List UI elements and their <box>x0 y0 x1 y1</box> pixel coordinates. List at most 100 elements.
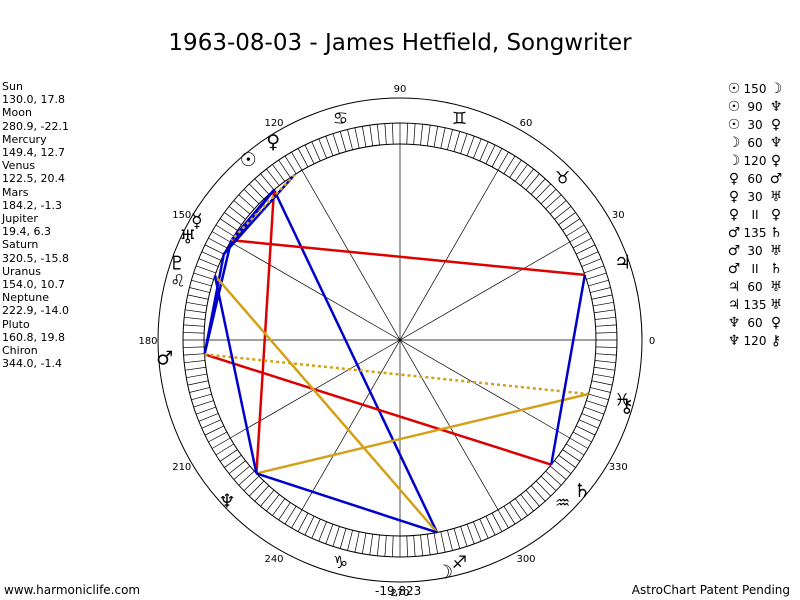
aspect-row: ♂ 135 ♄ <box>726 224 798 242</box>
angle-label: 300 <box>516 554 535 565</box>
angle-label: 180 <box>138 336 157 347</box>
planet-coords-sun: 130.0, 17.8 <box>2 93 65 107</box>
degree-tick <box>545 470 562 486</box>
aspect-row: ☽ 60 ♆ <box>726 134 798 152</box>
footer-website-link[interactable]: www.harmoniclife.com <box>4 583 141 597</box>
angle-label: 0 <box>649 336 655 347</box>
degree-tick <box>588 393 609 401</box>
aspect-planet-b-glyph: ♅ <box>769 189 783 205</box>
aspect-angle: 30 <box>747 244 763 258</box>
planet-marker-pluto: ♇ <box>169 252 186 274</box>
angle-label: 90 <box>394 84 407 95</box>
degree-tick <box>233 465 251 480</box>
degree-tick <box>311 518 321 539</box>
aspect-planet-a-glyph: ♀ <box>728 207 740 223</box>
degree-tick <box>497 509 509 529</box>
degree-tick <box>549 465 567 480</box>
degree-tick <box>266 494 280 512</box>
aspect-row: ♂ II ♄ <box>726 260 798 278</box>
degree-tick <box>485 144 496 164</box>
degree-tick <box>284 155 297 174</box>
degree-tick <box>376 124 380 146</box>
degree-tick <box>198 258 219 267</box>
aspect-planet-a-glyph: ☉ <box>727 117 741 133</box>
aspect-row: ♃ 135 ♅ <box>726 296 798 314</box>
planet-marker-mars: ♂ <box>156 347 173 369</box>
degree-tick <box>189 387 210 393</box>
degree-tick <box>503 506 516 525</box>
degree-tick <box>186 373 208 379</box>
degree-tick <box>219 449 238 462</box>
planet-marker-venus: ♀ <box>266 131 280 153</box>
planet-marker-uranus: ♅ <box>179 227 196 249</box>
degree-tick <box>304 516 315 536</box>
degree-tick <box>592 373 614 379</box>
degree-tick <box>433 532 439 554</box>
footer-credit: AstroChart Patent Pending <box>631 583 790 597</box>
angle-label: 240 <box>264 554 283 565</box>
degree-tick <box>562 449 581 462</box>
degree-tick <box>466 135 475 156</box>
planet-name-mercury: Mercury <box>2 132 47 146</box>
degree-tick <box>535 480 551 497</box>
degree-tick <box>187 380 209 386</box>
degree-tick <box>594 360 616 364</box>
aspect-row: ☽ 120 ♀ <box>726 152 798 170</box>
degree-tick <box>535 183 551 200</box>
degree-tick <box>311 141 321 162</box>
sign-glyph: ♉ <box>555 168 570 188</box>
aspect-angle: 60 <box>747 172 763 186</box>
degree-tick <box>384 123 387 145</box>
degree-tick <box>514 498 528 516</box>
degree-tick <box>584 406 605 415</box>
degree-tick <box>193 400 214 408</box>
aspect-angle: 135 <box>743 298 767 312</box>
aspect-line <box>204 353 552 466</box>
degree-tick <box>572 431 592 443</box>
degree-tick <box>369 125 374 146</box>
degree-tick <box>447 530 453 551</box>
degree-tick <box>525 173 540 191</box>
degree-tick <box>497 151 509 171</box>
degree-tick <box>549 200 567 215</box>
aspect-angle: 60 <box>747 280 763 294</box>
degree-tick <box>361 126 367 148</box>
aspect-angle: 120 <box>743 154 767 168</box>
aspect-line <box>256 472 438 534</box>
aspect-planet-a-glyph: ♂ <box>727 225 741 241</box>
degree-tick <box>354 531 360 553</box>
degree-tick <box>594 366 615 371</box>
degree-tick <box>291 509 303 529</box>
degree-tick <box>406 535 408 557</box>
planet-name-pluto: Pluto <box>2 317 30 331</box>
degree-tick <box>243 189 260 205</box>
aspect-planet-b-glyph: ♂ <box>769 171 783 187</box>
degree-tick <box>198 413 219 422</box>
sign-glyph: ♒ <box>555 494 570 514</box>
angle-label: 60 <box>520 118 533 129</box>
aspect-planet-a-glyph: ☽ <box>727 153 741 169</box>
degree-tick <box>249 480 265 497</box>
planet-name-chiron: Chiron <box>2 344 38 358</box>
degree-tick <box>195 406 216 415</box>
degree-tick <box>491 512 503 532</box>
degree-tick <box>211 231 231 243</box>
degree-tick <box>558 454 576 468</box>
degree-tick <box>187 294 209 300</box>
degree-tick <box>426 125 431 146</box>
aspect-angle: II <box>751 208 759 222</box>
planet-name-neptune: Neptune <box>2 291 50 305</box>
degree-tick <box>479 141 489 162</box>
degree-tick <box>525 489 540 507</box>
degree-tick <box>183 346 205 348</box>
aspect-planet-a-glyph: ♂ <box>727 261 741 277</box>
degree-tick <box>591 294 613 300</box>
degree-tick <box>272 164 286 182</box>
degree-tick <box>318 138 327 159</box>
planet-coords-moon: 280.9, -22.1 <box>2 119 69 133</box>
planet-coords-mercury: 149.4, 12.7 <box>2 146 65 160</box>
degree-tick <box>376 534 380 556</box>
planet-marker-neptune: ♆ <box>219 491 236 513</box>
aspect-line <box>213 274 439 534</box>
degree-tick <box>554 206 572 220</box>
